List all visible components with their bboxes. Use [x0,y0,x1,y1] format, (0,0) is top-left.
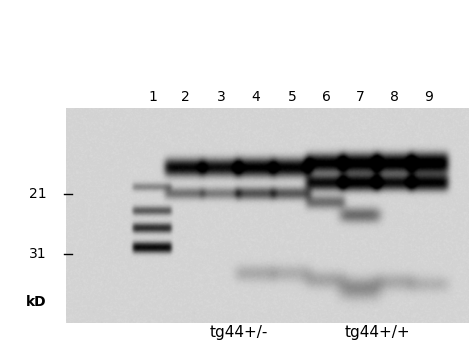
Text: 1: 1 [148,90,157,104]
Text: Prnp+/-: Prnp+/- [146,358,159,359]
Text: 6: 6 [322,90,331,104]
Text: 5: 5 [288,90,296,104]
Text: 7: 7 [356,90,365,104]
Text: 2: 2 [181,90,190,104]
Text: tg44+/+: tg44+/+ [345,325,410,340]
Text: 9: 9 [425,90,433,104]
Text: 31: 31 [28,247,46,261]
Text: 21: 21 [28,187,46,201]
Text: 4: 4 [251,90,260,104]
Text: kD: kD [26,295,46,308]
Text: 8: 8 [390,90,399,104]
Text: tg44+/-: tg44+/- [210,325,268,340]
Text: 3: 3 [217,90,226,104]
